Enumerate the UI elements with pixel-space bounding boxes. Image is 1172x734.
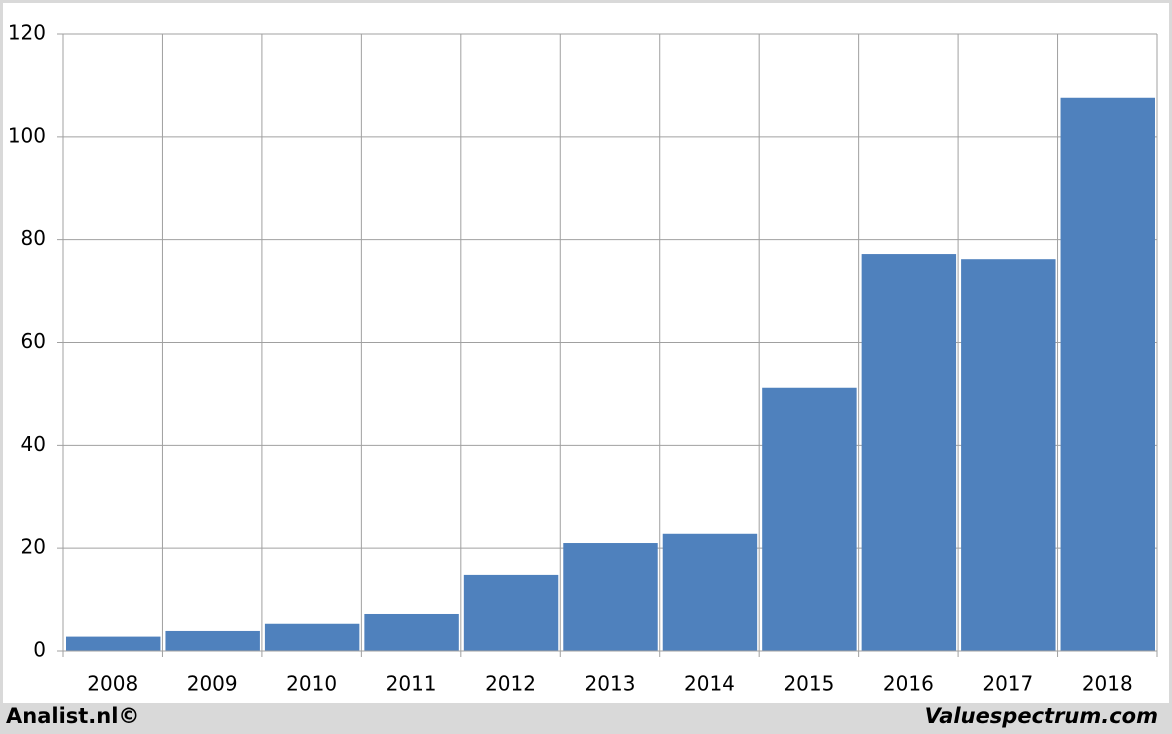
- x-tick-label: 2012: [485, 672, 536, 696]
- bar: [1060, 97, 1155, 652]
- bar: [861, 254, 957, 651]
- bar: [264, 623, 360, 651]
- x-tick-label: 2010: [286, 672, 337, 696]
- x-tick-label: 2018: [1082, 672, 1133, 696]
- y-tick-label: 120: [8, 21, 46, 45]
- x-tick-label: 2008: [87, 672, 138, 696]
- bar: [662, 533, 758, 651]
- y-tick-label: 80: [21, 226, 46, 250]
- bar: [563, 543, 658, 651]
- x-tick-label: 2013: [585, 672, 636, 696]
- x-tick-label: 2016: [883, 672, 934, 696]
- y-tick-label: 20: [21, 535, 46, 559]
- bar: [165, 630, 260, 651]
- bar: [364, 613, 459, 651]
- y-tick-label: 40: [21, 432, 46, 456]
- y-tick-label: 100: [8, 123, 46, 147]
- x-tick-label: 2017: [982, 672, 1033, 696]
- x-tick-label: 2009: [187, 672, 238, 696]
- bar: [762, 387, 857, 651]
- source: Valuespectrum.com: [925, 704, 1158, 728]
- x-tick-label: 2011: [386, 672, 437, 696]
- credit: Analist.nl©: [6, 704, 139, 728]
- bar: [66, 636, 161, 651]
- x-tick-label: 2014: [684, 672, 735, 696]
- y-tick-label: 60: [21, 329, 46, 353]
- x-tick-label: 2015: [783, 672, 834, 696]
- bar: [463, 574, 559, 651]
- bar: [961, 259, 1056, 651]
- y-tick-label: 0: [33, 638, 46, 662]
